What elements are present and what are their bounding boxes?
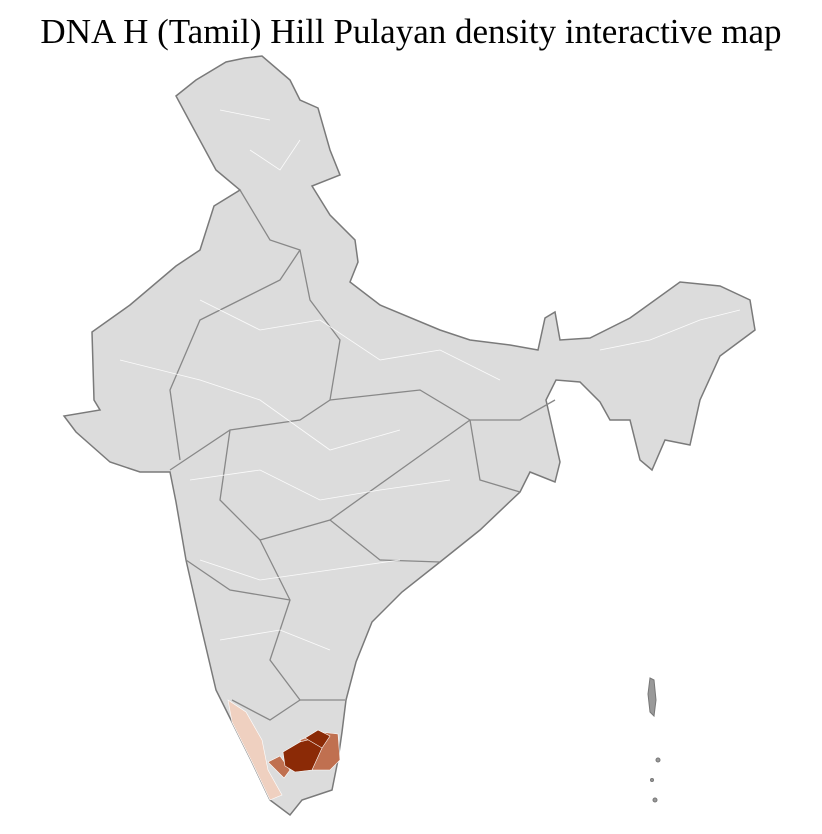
- state-borders: [169, 189, 556, 721]
- district-high-density[interactable]: [282, 737, 323, 773]
- district-low-density[interactable]: [227, 699, 283, 801]
- andaman-nicobar-islands[interactable]: [647, 677, 661, 803]
- district-borders: [119, 109, 741, 651]
- district-high-density[interactable]: [304, 729, 331, 749]
- density-districts[interactable]: [227, 699, 341, 801]
- map-title: DNA H (Tamil) Hill Pulayan density inter…: [40, 12, 782, 51]
- district-mid-density[interactable]: [267, 755, 291, 779]
- india-outline[interactable]: [62, 55, 756, 817]
